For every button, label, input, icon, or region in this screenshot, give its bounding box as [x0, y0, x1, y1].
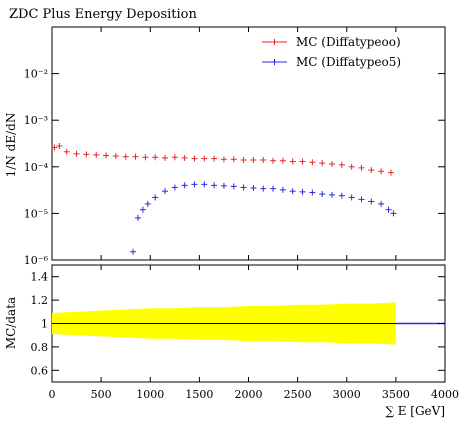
- data-point-series-2: [220, 182, 227, 189]
- y-tick-label: 10⁻²: [24, 68, 48, 81]
- ratio-y-axis-label: MC/data: [4, 297, 18, 349]
- data-point-series-1: [250, 156, 257, 163]
- data-point-series-1: [358, 164, 365, 171]
- data-point-series-2: [201, 181, 208, 188]
- data-point-series-1: [368, 167, 375, 174]
- y-axis-label: 1/N dE/dN: [4, 113, 18, 178]
- data-point-series-1: [338, 161, 345, 168]
- data-point-series-1: [103, 152, 110, 159]
- y-tick-label: 10⁻⁶: [24, 254, 49, 267]
- data-point-series-1: [112, 153, 119, 160]
- data-point-series-1: [299, 158, 306, 165]
- data-point-series-2: [358, 196, 365, 203]
- data-point-series-2: [289, 188, 296, 195]
- data-point-series-2: [191, 181, 198, 188]
- x-tick-label: 1000: [136, 388, 164, 401]
- data-point-series-1: [270, 157, 277, 164]
- data-point-series-2: [260, 185, 267, 192]
- main-marks-layer: [51, 142, 397, 255]
- data-point-series-1: [260, 156, 267, 163]
- data-point-series-2: [171, 184, 178, 191]
- ratio-tick-label: 0.6: [31, 364, 49, 377]
- data-point-series-2: [319, 191, 326, 198]
- data-point-series-1: [171, 154, 178, 161]
- data-point-series-1: [181, 154, 188, 161]
- data-point-series-1: [51, 144, 58, 151]
- x-tick-label: 2500: [284, 388, 312, 401]
- data-point-series-1: [279, 157, 286, 164]
- y-tick-label: 10⁻⁴: [24, 161, 49, 174]
- data-point-series-1: [56, 142, 63, 149]
- data-point-series-2: [299, 188, 306, 195]
- ratio-tick-label: 1.2: [31, 294, 49, 307]
- y-tick-label: 10⁻⁵: [24, 207, 48, 220]
- data-point-series-1: [240, 156, 247, 163]
- x-tick-label: 500: [91, 388, 112, 401]
- data-point-series-1: [348, 163, 355, 170]
- data-point-series-2: [279, 186, 286, 193]
- data-point-series-2: [309, 189, 316, 196]
- data-point-series-2: [139, 206, 146, 213]
- data-point-series-1: [387, 169, 394, 176]
- y-tick-label: 10⁻³: [24, 114, 48, 127]
- x-tick-label: 0: [49, 388, 56, 401]
- ratio-tick-label: 0.8: [31, 341, 49, 354]
- data-point-series-1: [152, 154, 159, 161]
- data-point-series-1: [289, 158, 296, 165]
- data-point-series-1: [63, 148, 70, 155]
- data-point-series-2: [130, 248, 137, 255]
- x-tick-label: 4000: [431, 388, 459, 401]
- x-tick-label: 1500: [185, 388, 213, 401]
- data-point-series-2: [338, 192, 345, 199]
- data-point-series-1: [309, 159, 316, 166]
- data-point-series-1: [142, 154, 149, 161]
- data-point-series-2: [181, 182, 188, 189]
- data-point-series-2: [230, 183, 237, 190]
- data-point-series-1: [93, 151, 100, 158]
- data-point-series-2: [385, 206, 392, 213]
- data-point-series-1: [132, 153, 139, 160]
- data-point-series-2: [240, 184, 247, 191]
- data-point-series-1: [329, 160, 336, 167]
- data-point-series-2: [134, 214, 141, 221]
- data-point-series-1: [319, 160, 326, 167]
- data-point-series-1: [83, 151, 90, 158]
- data-point-series-2: [378, 200, 385, 207]
- data-point-series-2: [144, 200, 151, 207]
- data-point-series-2: [368, 198, 375, 205]
- x-axis-label: ∑ E [GeV]: [385, 404, 445, 418]
- data-point-series-2: [161, 188, 168, 195]
- axes-ticks-layer: 0 500 1000 1500 2000 2500 3000 3500 4000 10⁻⁶ 10⁻⁵…: [24, 27, 459, 401]
- ratio-tick-label: 1.4: [31, 271, 49, 284]
- data-point-series-2: [250, 185, 257, 192]
- data-point-series-2: [329, 191, 336, 198]
- data-point-series-2: [390, 210, 397, 217]
- data-point-series-2: [211, 182, 218, 189]
- legend: MC (Diffatypeoo) MC (Diffatypeo5): [262, 35, 401, 69]
- data-point-series-1: [122, 153, 129, 160]
- legend-label-series-2: MC (Diffatypeo5): [296, 55, 401, 69]
- data-point-series-1: [211, 155, 218, 162]
- data-point-series-2: [152, 194, 159, 201]
- data-point-series-1: [220, 156, 227, 163]
- x-tick-label: 3000: [333, 388, 361, 401]
- data-point-series-1: [161, 154, 168, 161]
- data-point-series-2: [348, 194, 355, 201]
- x-tick-label: 2000: [235, 388, 263, 401]
- ratio-tick-label: 1: [41, 318, 48, 331]
- data-point-series-1: [201, 155, 208, 162]
- legend-label-series-1: MC (Diffatypeoo): [296, 35, 401, 49]
- data-point-series-1: [191, 155, 198, 162]
- data-point-series-2: [270, 185, 277, 192]
- data-point-series-1: [230, 156, 237, 163]
- data-point-series-1: [73, 150, 80, 157]
- data-point-series-1: [378, 168, 385, 175]
- chart-title: ZDC Plus Energy Deposition: [9, 7, 197, 22]
- x-tick-label: 3500: [382, 388, 410, 401]
